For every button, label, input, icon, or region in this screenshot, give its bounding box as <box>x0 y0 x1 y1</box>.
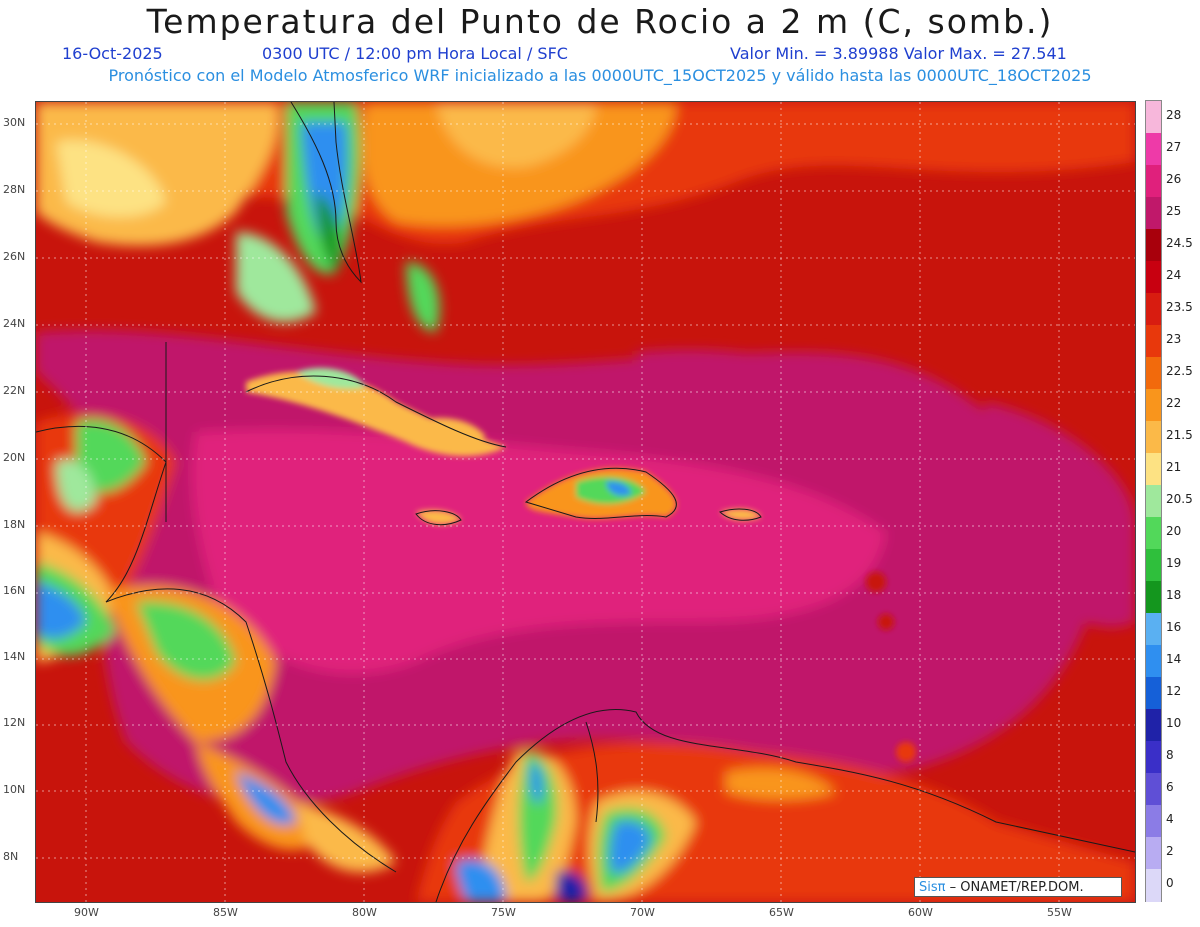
credit-box: Sisπ – ONAMET/REP.DOM. <box>914 877 1122 897</box>
colorbar-swatch <box>1146 677 1161 710</box>
colorbar-label: 18 <box>1166 588 1182 602</box>
colorbar-label: 4 <box>1166 812 1174 826</box>
lon-label: 70W <box>630 906 655 919</box>
colorbar-swatch <box>1146 389 1161 422</box>
lat-label: 12N <box>3 716 26 729</box>
colorbar-swatch <box>1146 613 1161 646</box>
lat-label: 22N <box>3 384 26 397</box>
colorbar-label: 25 <box>1166 204 1182 218</box>
colorbar-swatch <box>1146 645 1161 678</box>
lat-label: 30N <box>3 116 26 129</box>
colorbar-label: 16 <box>1166 620 1182 634</box>
colorbar-swatch <box>1146 357 1161 390</box>
colorbar-swatch <box>1146 869 1161 902</box>
lon-label: 80W <box>352 906 377 919</box>
colorbar-label: 22 <box>1166 396 1182 410</box>
colorbar-swatch <box>1146 197 1161 230</box>
lon-label: 60W <box>908 906 933 919</box>
colorbar-swatch <box>1146 261 1161 294</box>
colorbar-swatch <box>1146 741 1161 774</box>
credit-text: – ONAMET/REP.DOM. <box>949 880 1084 895</box>
colorbar <box>1145 100 1162 902</box>
colorbar-swatch <box>1146 837 1161 870</box>
colorbar-label: 22.5 <box>1166 364 1193 378</box>
colorbar-swatch <box>1146 293 1161 326</box>
dewpoint-map <box>35 101 1136 903</box>
lat-label: 16N <box>3 584 26 597</box>
colorbar-label: 20.5 <box>1166 492 1193 506</box>
colorbar-label: 23.5 <box>1166 300 1193 314</box>
map-title: Temperatura del Punto de Rocio a 2 m (C,… <box>146 2 1054 41</box>
colorbar-label: 21.5 <box>1166 428 1193 442</box>
colorbar-label: 28 <box>1166 108 1182 122</box>
lat-label: 8N <box>3 850 19 863</box>
colorbar-label: 21 <box>1166 460 1182 474</box>
colorbar-swatch <box>1146 805 1161 838</box>
min-max-values: Valor Min. = 3.89988 Valor Max. = 27.541 <box>730 44 1067 63</box>
colorbar-swatch <box>1146 101 1161 134</box>
colorbar-swatch <box>1146 453 1161 486</box>
dewpoint-field <box>36 102 1135 902</box>
lat-label: 28N <box>3 183 26 196</box>
colorbar-swatch <box>1146 133 1161 166</box>
colorbar-label: 0 <box>1166 876 1174 890</box>
model-info-line: Pronóstico con el Modelo Atmosferico WRF… <box>108 66 1092 85</box>
colorbar-label: 2 <box>1166 844 1174 858</box>
colorbar-label: 6 <box>1166 780 1174 794</box>
lat-label: 10N <box>3 783 26 796</box>
colorbar-label: 24.5 <box>1166 236 1193 250</box>
colorbar-label: 27 <box>1166 140 1182 154</box>
colorbar-label: 12 <box>1166 684 1182 698</box>
colorbar-swatch <box>1146 485 1161 518</box>
colorbar-label: 10 <box>1166 716 1182 730</box>
colorbar-swatch <box>1146 517 1161 550</box>
lat-label: 14N <box>3 650 26 663</box>
lon-label: 65W <box>769 906 794 919</box>
lon-label: 75W <box>491 906 516 919</box>
colorbar-swatch <box>1146 421 1161 454</box>
colorbar-swatch <box>1146 165 1161 198</box>
lat-label: 18N <box>3 518 26 531</box>
colorbar-label: 24 <box>1166 268 1182 282</box>
colorbar-swatch <box>1146 581 1161 614</box>
colorbar-swatch <box>1146 773 1161 806</box>
lon-label: 55W <box>1047 906 1072 919</box>
colorbar-swatch <box>1146 229 1161 262</box>
lon-label: 85W <box>213 906 238 919</box>
valid-time: 0300 UTC / 12:00 pm Hora Local / SFC <box>262 44 568 63</box>
lat-label: 24N <box>3 317 26 330</box>
lon-label: 90W <box>74 906 99 919</box>
colorbar-label: 19 <box>1166 556 1182 570</box>
colorbar-swatch <box>1146 325 1161 358</box>
brand-logo-text: Sisπ <box>919 880 946 895</box>
forecast-date: 16-Oct-2025 <box>62 44 163 63</box>
colorbar-label: 8 <box>1166 748 1174 762</box>
graticule <box>36 102 1135 902</box>
colorbar-label: 23 <box>1166 332 1182 346</box>
lat-label: 20N <box>3 451 26 464</box>
colorbar-label: 20 <box>1166 524 1182 538</box>
colorbar-swatch <box>1146 709 1161 742</box>
colorbar-label: 14 <box>1166 652 1182 666</box>
colorbar-label: 26 <box>1166 172 1182 186</box>
lat-label: 26N <box>3 250 26 263</box>
colorbar-swatch <box>1146 549 1161 582</box>
coastlines <box>36 102 1135 902</box>
